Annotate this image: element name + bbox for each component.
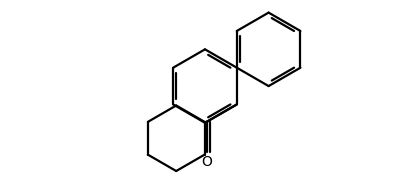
Text: O: O — [201, 155, 212, 168]
